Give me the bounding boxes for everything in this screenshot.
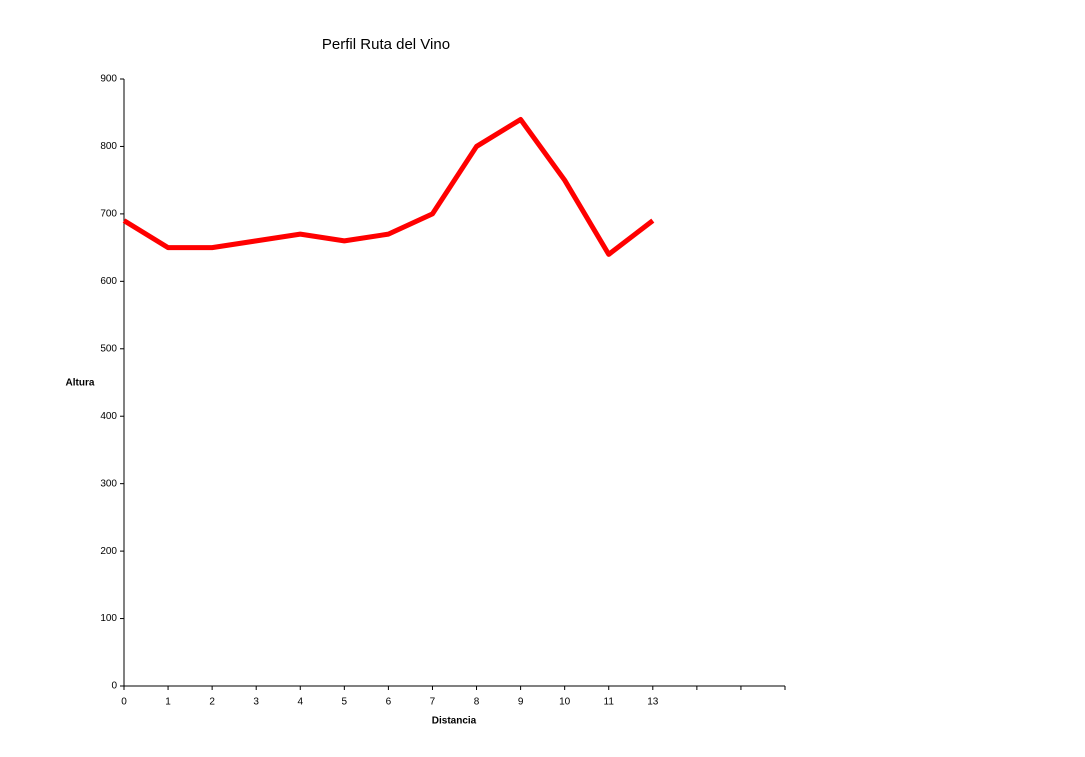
y-tick-label: 700 bbox=[100, 209, 117, 220]
x-tick-label: 1 bbox=[165, 697, 171, 708]
x-tick-label: 9 bbox=[518, 697, 524, 708]
x-tick-label: 5 bbox=[342, 697, 348, 708]
y-tick-label: 0 bbox=[111, 681, 117, 692]
y-tick-label: 500 bbox=[100, 343, 117, 354]
y-tick-label: 800 bbox=[100, 141, 117, 152]
x-tick-label: 13 bbox=[647, 697, 659, 708]
y-tick-label: 900 bbox=[100, 74, 117, 85]
chart-title: Perfil Ruta del Vino bbox=[322, 36, 450, 53]
y-tick-label: 300 bbox=[100, 478, 117, 489]
x-tick-label: 2 bbox=[209, 697, 215, 708]
x-tick-label: 7 bbox=[430, 697, 436, 708]
x-tick-label: 10 bbox=[559, 697, 571, 708]
x-tick-label: 11 bbox=[604, 697, 615, 708]
x-tick-label: 4 bbox=[297, 697, 303, 708]
x-tick-label: 8 bbox=[474, 697, 480, 708]
x-axis-title: Distancia bbox=[432, 716, 477, 727]
y-tick-label: 600 bbox=[100, 276, 117, 287]
x-tick-label: 0 bbox=[121, 697, 127, 708]
y-axis-title: Altura bbox=[66, 378, 95, 389]
y-tick-label: 100 bbox=[100, 613, 117, 624]
x-tick-label: 6 bbox=[386, 697, 392, 708]
x-tick-label: 3 bbox=[253, 697, 259, 708]
line-series bbox=[122, 116, 655, 257]
y-tick-label: 400 bbox=[100, 411, 117, 422]
y-tick-label: 200 bbox=[100, 546, 117, 557]
